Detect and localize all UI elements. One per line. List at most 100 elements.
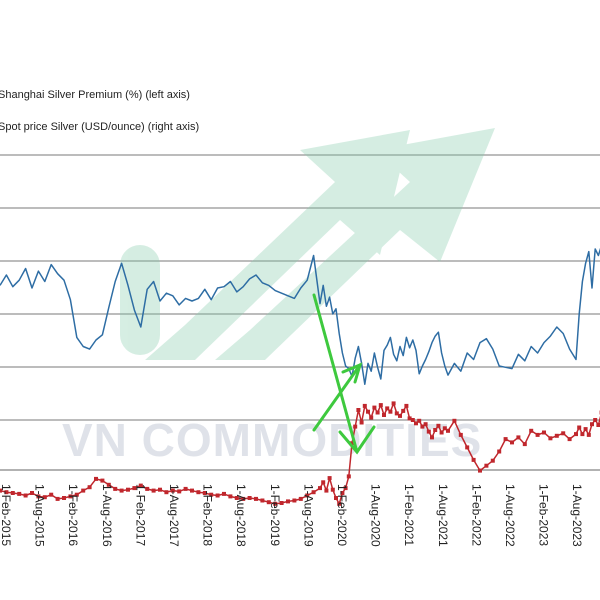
legend: Shanghai Silver Premium (%) (left axis) … — [0, 89, 199, 133]
annotation-arrowhead — [338, 425, 376, 455]
annotation-arrow-up — [312, 363, 362, 432]
spot-point — [132, 486, 137, 491]
spot-point — [446, 428, 450, 433]
x-tick-label: 1-Feb-2019 — [268, 484, 282, 546]
spot-point — [385, 406, 390, 411]
spot-point — [542, 430, 546, 435]
spot-point — [510, 440, 514, 445]
spot-point — [452, 418, 457, 423]
spot-point — [420, 424, 425, 429]
gridlines — [0, 154, 600, 471]
spot-point — [350, 441, 354, 446]
spot-point — [222, 491, 226, 496]
spot-point — [234, 496, 239, 500]
watermark-text: VN COMMODITIES — [62, 414, 482, 466]
spot-point — [398, 413, 402, 418]
spot-point — [202, 491, 207, 495]
spot-point — [369, 415, 374, 420]
spot-point — [170, 488, 175, 493]
spot-point — [410, 418, 415, 422]
spot-point — [586, 432, 591, 437]
spot-point — [535, 432, 540, 437]
spot-point — [430, 435, 434, 440]
spot-point — [305, 493, 310, 498]
spot-point — [196, 490, 201, 495]
spot-point — [548, 436, 553, 441]
spot-point — [439, 430, 444, 435]
spot-point — [458, 432, 463, 437]
spot-point — [298, 496, 303, 501]
x-tick-label: 1-Aug-2020 — [369, 484, 383, 547]
x-tick-label: 1-Aug-2019 — [301, 484, 315, 547]
spot-point — [577, 425, 582, 430]
spot-point — [279, 501, 284, 505]
spot-point — [580, 432, 585, 437]
spot-point — [353, 424, 358, 429]
spot-point — [590, 422, 594, 427]
spot-point — [209, 492, 214, 497]
spot-point — [241, 496, 246, 501]
spot-point — [126, 487, 130, 492]
x-tick-label: 1-Feb-2020 — [335, 484, 349, 546]
spot-point — [0, 488, 2, 493]
x-tick-label: 1-Feb-2023 — [537, 484, 551, 546]
watermark-arrow-2 — [215, 128, 495, 360]
spot-point — [177, 489, 182, 494]
legend-entry-spot: Spot price Silver (USD/ounce) (right axi… — [0, 121, 199, 133]
spot-point — [423, 422, 428, 427]
spot-point — [436, 423, 441, 428]
spot-point — [465, 445, 470, 450]
x-tick-label: 1-Aug-2015 — [33, 484, 47, 547]
spot-point — [378, 403, 383, 408]
spot-point — [433, 428, 438, 432]
spot-point — [42, 495, 47, 500]
spot-point — [529, 428, 534, 433]
spot-point — [391, 401, 396, 406]
spot-point — [10, 491, 15, 495]
spot-point — [23, 493, 28, 498]
spot-point — [394, 411, 399, 416]
spot-point — [311, 490, 316, 495]
x-tick-label: 1-Aug-2016 — [100, 484, 114, 547]
spot-point — [324, 488, 329, 493]
x-axis-ticks: 1-Feb-2015 1-Aug-2015 1-Feb-2016 1-Aug-2016… — [0, 484, 584, 547]
spot-point — [321, 480, 326, 485]
spot-point — [151, 488, 156, 493]
spot-point — [55, 496, 60, 501]
spot-point — [359, 420, 364, 425]
spot-point — [417, 418, 422, 423]
legend-entry-premium: Shanghai Silver Premium (%) (left axis) — [0, 89, 190, 101]
x-tick-label: 1-Feb-2015 — [0, 484, 13, 546]
spot-point — [228, 494, 233, 499]
spot-point — [490, 458, 495, 463]
spot-point — [286, 499, 290, 504]
x-tick-label: 1-Aug-2023 — [570, 484, 584, 547]
spot-point — [340, 491, 345, 495]
spot-point — [190, 488, 194, 493]
spot-point — [356, 408, 361, 412]
x-tick-label: 1-Aug-2021 — [436, 484, 450, 547]
annotation-arrowhead-up — [341, 362, 363, 384]
spot-point — [372, 405, 377, 410]
spot-point — [583, 427, 588, 432]
spot-point — [484, 463, 489, 468]
spot-point — [401, 408, 406, 413]
spot-point — [318, 486, 322, 491]
spot-point — [503, 437, 508, 442]
watermark: VN COMMODITIES — [62, 128, 495, 466]
watermark-arrow — [145, 130, 410, 360]
spot-point — [138, 483, 143, 488]
spot-point — [346, 474, 351, 479]
spot-point — [478, 468, 482, 473]
spot-point — [593, 418, 598, 422]
spot-point — [330, 487, 335, 492]
spot-point — [145, 486, 150, 491]
spot-point — [516, 435, 521, 440]
spot-point — [388, 409, 393, 414]
spot-point — [215, 493, 220, 498]
spot-point — [68, 494, 73, 499]
x-tick-label: 1-Aug-2018 — [234, 484, 248, 547]
spot-point — [426, 429, 431, 434]
spot-point — [164, 490, 169, 495]
